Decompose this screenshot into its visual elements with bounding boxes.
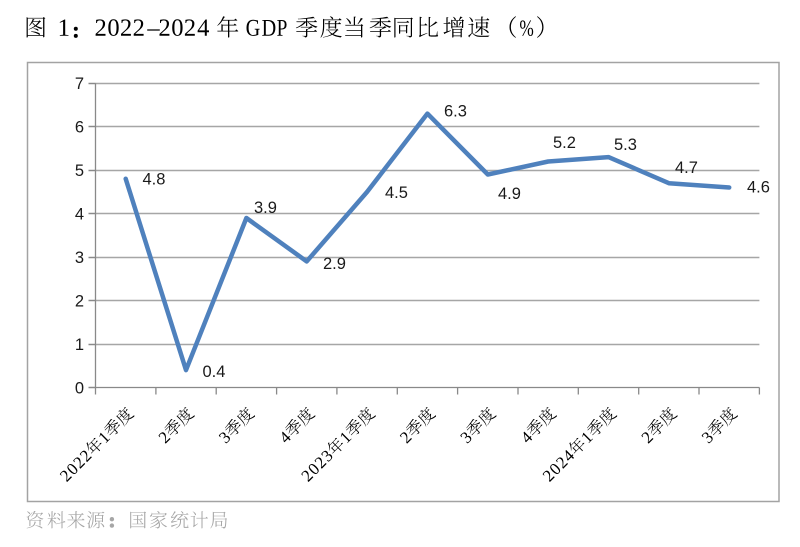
svg-text:4.6: 4.6	[747, 179, 770, 197]
svg-text:0: 0	[75, 379, 84, 397]
svg-text:3: 3	[75, 249, 84, 267]
svg-text:5.2: 5.2	[553, 134, 576, 152]
svg-text:4.8: 4.8	[143, 171, 166, 189]
svg-text:3.9: 3.9	[254, 199, 277, 217]
svg-text:2: 2	[75, 292, 84, 310]
svg-text:4.5: 4.5	[385, 184, 408, 202]
svg-text:4.9: 4.9	[498, 185, 521, 203]
svg-text:5: 5	[75, 162, 84, 180]
svg-text:7: 7	[75, 75, 84, 93]
svg-text:4.7: 4.7	[675, 159, 698, 177]
svg-text:6.3: 6.3	[444, 103, 467, 121]
svg-text:1: 1	[75, 336, 84, 354]
svg-text:0.4: 0.4	[203, 363, 226, 381]
svg-text:6: 6	[75, 119, 84, 137]
svg-text:2.9: 2.9	[323, 255, 346, 273]
svg-text:4: 4	[75, 205, 84, 223]
svg-text:5.3: 5.3	[614, 136, 637, 154]
